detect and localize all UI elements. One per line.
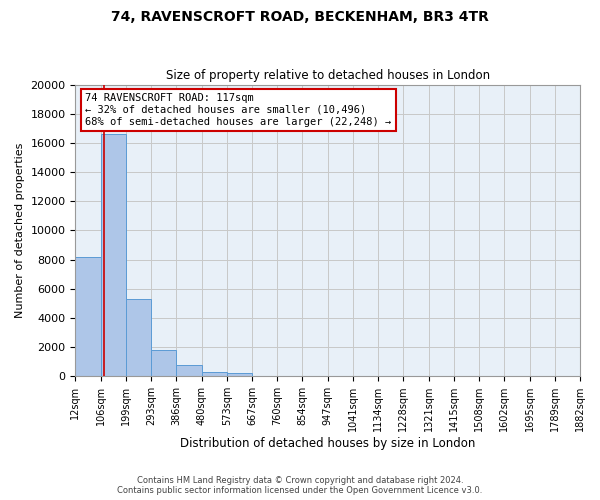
Bar xyxy=(151,350,176,376)
Title: Size of property relative to detached houses in London: Size of property relative to detached ho… xyxy=(166,69,490,82)
Bar xyxy=(202,372,227,376)
Bar xyxy=(126,299,151,376)
X-axis label: Distribution of detached houses by size in London: Distribution of detached houses by size … xyxy=(180,437,475,450)
Text: 74, RAVENSCROFT ROAD, BECKENHAM, BR3 4TR: 74, RAVENSCROFT ROAD, BECKENHAM, BR3 4TR xyxy=(111,10,489,24)
Bar xyxy=(176,366,202,376)
Text: 74 RAVENSCROFT ROAD: 117sqm
← 32% of detached houses are smaller (10,496)
68% of: 74 RAVENSCROFT ROAD: 117sqm ← 32% of det… xyxy=(85,94,392,126)
Y-axis label: Number of detached properties: Number of detached properties xyxy=(15,142,25,318)
Bar xyxy=(101,134,126,376)
Bar xyxy=(76,256,101,376)
Text: Contains HM Land Registry data © Crown copyright and database right 2024.
Contai: Contains HM Land Registry data © Crown c… xyxy=(118,476,482,495)
Bar xyxy=(227,373,252,376)
